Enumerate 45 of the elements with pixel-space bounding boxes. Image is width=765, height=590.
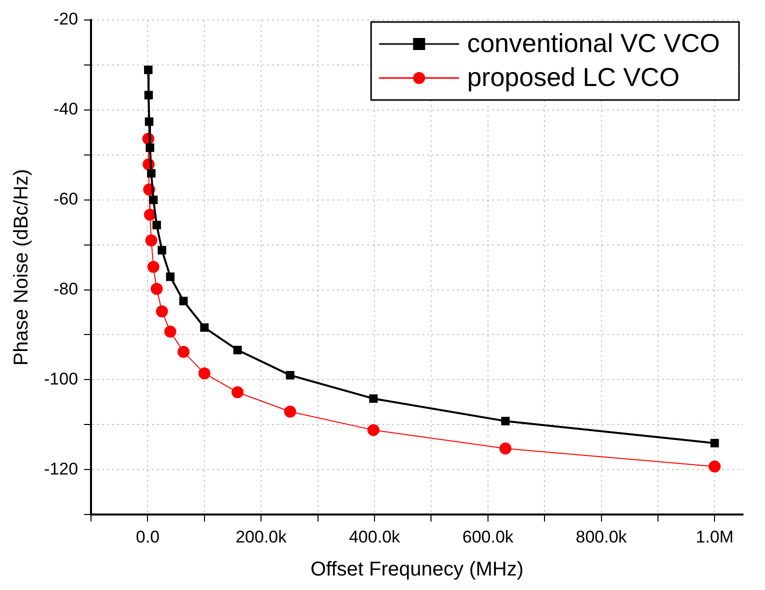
point bbox=[501, 416, 510, 426]
legend-label: conventional VC VCO bbox=[467, 28, 720, 58]
point bbox=[156, 305, 168, 318]
point bbox=[147, 260, 160, 273]
x-tick-label: 400.0k bbox=[348, 527, 401, 546]
point bbox=[177, 346, 190, 358]
y-tick-label: -60 bbox=[53, 190, 78, 209]
point bbox=[144, 117, 154, 126]
point bbox=[158, 246, 166, 254]
x-axis-title: Offset Frequnecy (MHz) bbox=[310, 558, 524, 581]
point bbox=[286, 370, 294, 380]
point bbox=[166, 272, 175, 281]
legend-label: proposed LC VCO bbox=[467, 62, 680, 92]
point bbox=[147, 169, 156, 178]
point bbox=[164, 326, 176, 338]
point bbox=[144, 90, 153, 100]
x-tick-label: 600.0k bbox=[462, 527, 514, 546]
x-tick-label: 800.0k bbox=[576, 527, 628, 546]
point bbox=[145, 234, 158, 246]
point bbox=[152, 220, 161, 230]
y-axis-title: Phase Noise (dBc/Hz) bbox=[10, 168, 33, 366]
point bbox=[369, 394, 378, 403]
y-tick-label: -100 bbox=[44, 369, 78, 388]
point bbox=[367, 424, 380, 436]
point bbox=[144, 66, 153, 74]
y-tick-label: -120 bbox=[44, 459, 78, 478]
point bbox=[200, 323, 209, 332]
x-tick-label: 1.0M bbox=[696, 527, 734, 546]
point bbox=[149, 196, 158, 204]
point bbox=[708, 460, 721, 472]
point bbox=[150, 282, 163, 295]
point bbox=[710, 438, 719, 448]
point bbox=[499, 442, 512, 455]
point bbox=[233, 346, 242, 354]
point bbox=[284, 406, 296, 418]
y-tick-label: -40 bbox=[53, 100, 78, 119]
x-tick-label: 0.0 bbox=[136, 527, 160, 546]
y-tick-label: -20 bbox=[53, 10, 78, 29]
y-tick-label: -80 bbox=[53, 279, 78, 298]
point bbox=[198, 367, 210, 380]
point bbox=[232, 386, 244, 398]
point bbox=[179, 296, 188, 306]
point bbox=[144, 208, 156, 221]
point bbox=[146, 143, 154, 152]
x-tick-label: 200.0k bbox=[236, 527, 288, 546]
